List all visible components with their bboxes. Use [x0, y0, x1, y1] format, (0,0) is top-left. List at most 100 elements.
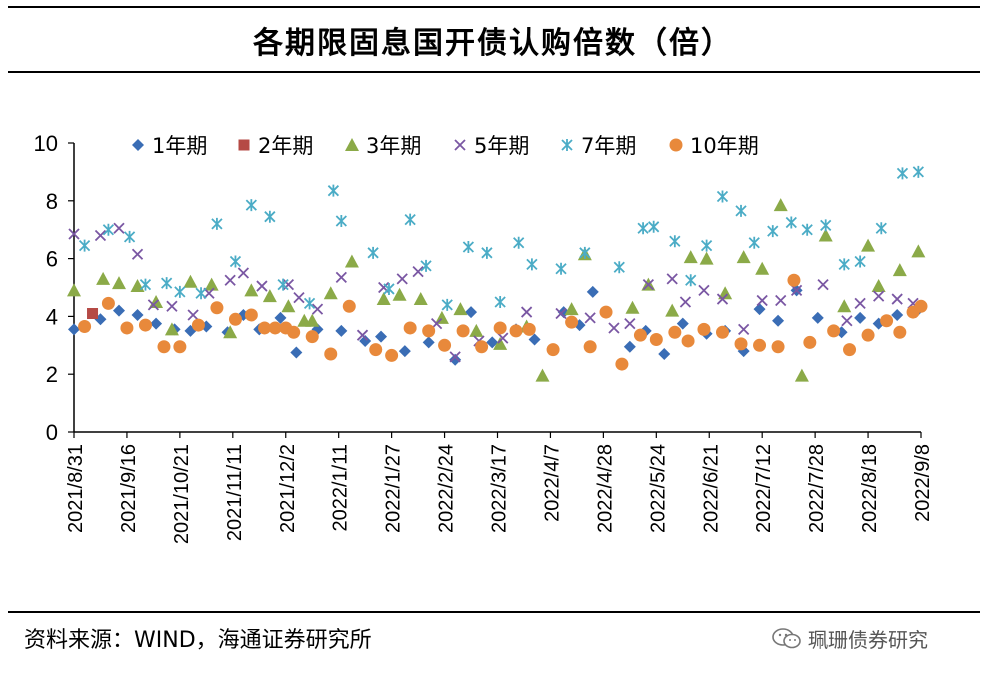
data-point	[649, 333, 663, 347]
data-point	[244, 308, 258, 322]
data-point	[699, 251, 714, 265]
data-point	[718, 286, 733, 300]
data-point	[481, 246, 493, 259]
data-point	[335, 215, 347, 228]
data-point	[787, 273, 801, 287]
data-point	[78, 239, 91, 252]
x-tick-label: 2022/2/24	[436, 444, 458, 533]
data-point	[281, 299, 296, 313]
data-point	[513, 236, 525, 249]
data-point	[494, 295, 506, 308]
data-point	[68, 323, 80, 336]
data-point	[871, 279, 886, 293]
data-point	[228, 312, 242, 326]
legend-item: 10年期	[669, 134, 759, 158]
legend-item: 7年期	[561, 134, 636, 158]
data-point	[305, 313, 320, 327]
data-point	[462, 241, 475, 254]
data-point	[335, 324, 348, 337]
data-point	[138, 318, 152, 332]
data-point	[441, 298, 453, 311]
data-point	[625, 300, 640, 314]
data-point	[790, 284, 803, 297]
data-point	[369, 343, 383, 357]
data-point	[817, 278, 829, 291]
data-point	[564, 302, 579, 316]
data-point	[755, 261, 770, 275]
data-point	[78, 320, 92, 334]
data-point	[624, 317, 636, 330]
data-point	[211, 217, 223, 230]
data-point	[203, 287, 215, 299]
data-point	[256, 280, 268, 292]
data-point	[229, 255, 242, 268]
data-point	[698, 284, 710, 297]
data-point	[475, 340, 489, 354]
data-point	[111, 276, 126, 290]
top-rule	[8, 6, 980, 8]
data-point	[187, 309, 199, 321]
data-point	[637, 222, 649, 235]
data-point	[204, 277, 219, 291]
data-point	[785, 216, 797, 229]
x-tick-label: 2022/3/17	[489, 444, 511, 533]
data-point	[522, 322, 536, 336]
data-point	[775, 294, 787, 307]
y-tick-label: 6	[46, 247, 58, 272]
data-point	[157, 340, 171, 354]
data-point	[756, 294, 768, 307]
data-point	[753, 303, 766, 316]
data-point	[584, 312, 596, 324]
data-point	[131, 248, 144, 260]
data-point	[486, 336, 499, 349]
x-tick-label: 2022/7/12	[753, 444, 775, 533]
data-point	[811, 311, 824, 324]
x-tick-label: 2021/8/31	[65, 444, 87, 533]
data-point	[303, 297, 316, 310]
data-point	[258, 321, 272, 335]
data-point	[392, 287, 407, 301]
data-point	[367, 246, 379, 259]
title-underline	[8, 71, 980, 73]
data-point	[412, 265, 424, 278]
data-point	[497, 332, 509, 344]
data-point	[583, 340, 597, 354]
data-point	[356, 329, 369, 341]
series-2年期	[87, 308, 99, 320]
data-point	[174, 285, 186, 298]
data-point	[608, 322, 620, 334]
data-point	[837, 299, 852, 313]
wechat-icon	[772, 627, 801, 648]
data-point	[613, 261, 625, 274]
data-point	[244, 283, 259, 297]
series-10年期	[78, 273, 928, 371]
data-point	[67, 283, 81, 297]
watermark-text: 珮珊债券研究	[808, 628, 928, 652]
data-point	[282, 278, 295, 291]
bottom-rule	[8, 611, 980, 613]
data-point	[359, 334, 372, 347]
legend-item: 5年期	[454, 134, 529, 158]
data-point	[449, 351, 461, 363]
data-point	[223, 325, 238, 339]
data-point	[700, 239, 713, 252]
data-point	[396, 273, 408, 285]
data-point	[398, 345, 411, 358]
data-point	[224, 274, 236, 286]
data-point	[434, 310, 449, 324]
data-point	[139, 278, 152, 291]
data-point	[449, 353, 462, 366]
data-point	[843, 343, 857, 357]
y-tick-label: 0	[46, 420, 58, 445]
series-5年期	[68, 222, 919, 363]
legend-item: 1年期	[132, 134, 207, 158]
x-tick-label: 2021/9/16	[118, 444, 140, 533]
data-point	[841, 315, 853, 327]
data-point	[891, 308, 904, 321]
x-tick-label: 2022/7/28	[806, 444, 828, 533]
legend-label: 2年期	[258, 134, 313, 158]
legend-item: 3年期	[345, 134, 421, 158]
data-point	[245, 199, 257, 212]
data-point	[735, 204, 747, 217]
data-point	[68, 228, 80, 240]
